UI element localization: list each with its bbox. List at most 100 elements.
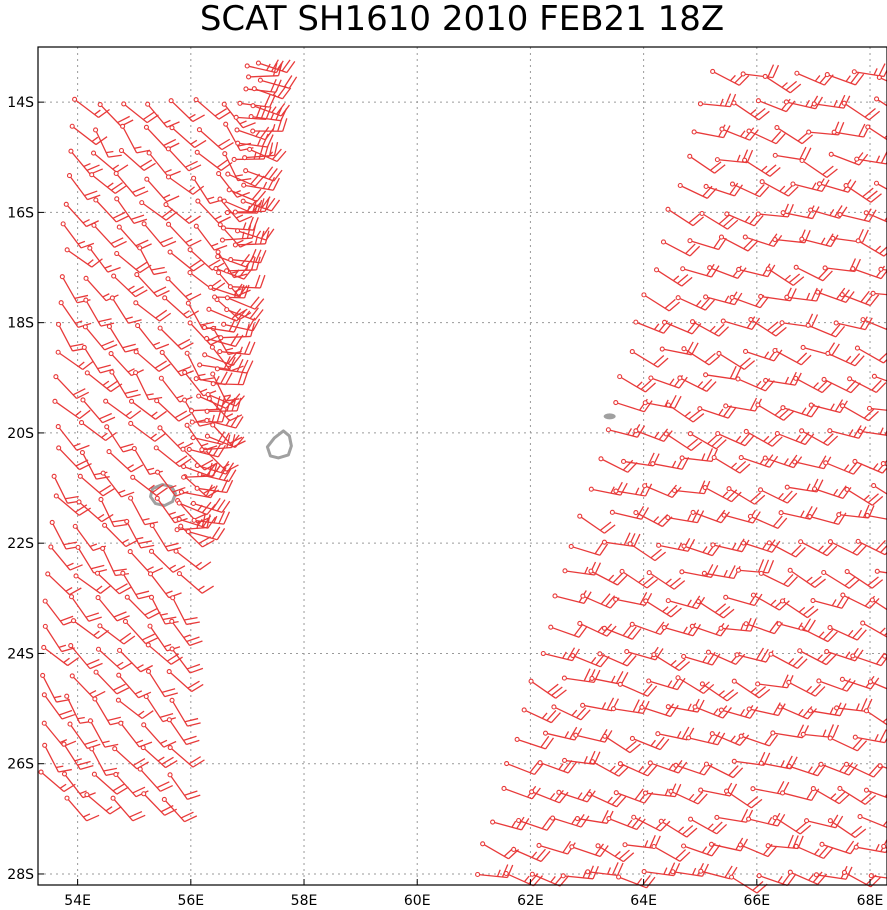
wind-barb [190,497,231,514]
wind-barb [165,221,202,247]
wind-barb [577,513,616,534]
wind-barb [833,316,873,331]
x-tick-label: 66E [743,893,770,909]
wind-barb [66,173,101,201]
y-tick-label: 28S [7,867,34,883]
wind-barb [232,198,270,215]
wind-barb [880,461,887,467]
wind-barb [109,295,142,324]
wind-barb [586,791,627,808]
wind-barb [540,647,580,662]
wind-barb [210,371,249,387]
wind-barb [786,679,826,697]
wind-barb [64,795,100,822]
wind-barb [689,622,730,637]
wind-barb [542,726,583,741]
wind-barb [844,569,884,589]
wind-barb [830,228,869,243]
wind-barb [675,675,715,694]
wind-barb [70,618,109,640]
wind-barb [95,595,130,622]
wind-barb [758,570,798,588]
wind-barb [104,424,137,453]
wind-barb [570,652,610,668]
wind-barb [145,101,180,128]
wind-barb [169,125,207,149]
wind-barb [243,166,283,182]
wind-barb [528,678,567,699]
wind-barb [100,545,130,577]
wind-barb [816,678,856,692]
wind-barb [204,397,242,414]
wind-barb [653,267,693,287]
wind-barb [176,571,214,594]
wind-barb [232,230,270,248]
wind-barb [63,201,99,228]
wind-barb [556,788,596,803]
wind-barb [699,210,739,230]
wind-barb [137,766,173,792]
wind-barb [244,59,284,74]
wind-barb [772,815,812,835]
wind-barb [602,733,641,754]
wind-barb [217,341,256,356]
wind-barb [679,448,718,463]
wind-barb [665,206,704,227]
wind-barb [237,93,276,108]
wind-barb [595,843,635,863]
wind-barb [212,284,250,300]
wind-barb [145,668,178,698]
wind-barb [703,182,743,197]
y-tick-label: 22S [7,536,34,552]
wind-barb [114,250,152,274]
wind-barb [168,98,205,123]
wind-barb [53,374,90,399]
wind-barb [133,300,172,322]
wind-barb [808,205,848,219]
wind-barb [95,646,133,670]
wind-barb [73,573,112,594]
wind-barb [173,548,212,571]
wind-barb [740,539,781,553]
wind-barb [568,542,609,556]
wind-barb [711,454,751,474]
wind-barb [166,668,204,693]
wind-barb [165,146,202,172]
wind-barb [772,347,812,366]
wind-barb [106,449,144,473]
wind-barb [83,297,115,327]
wind-barb [167,744,205,768]
wind-barb [797,648,837,666]
wind-barb [51,473,81,504]
wind-barb [827,539,868,556]
wind-barb [731,751,771,766]
wind-barb [874,568,887,574]
wind-barb [197,467,237,483]
wind-barb [111,273,148,298]
wind-barb [121,101,159,124]
x-tick-label: 60E [404,893,431,909]
wind-barb [503,870,544,887]
wind-barb [157,325,194,350]
x-tick-label: 62E [517,893,544,909]
wind-barb [128,495,159,526]
wind-barb [825,350,865,367]
wind-barb [695,598,735,619]
wind-barb [807,511,847,525]
wind-barb [718,617,757,632]
wind-barb [257,75,298,89]
wind-barb [871,483,887,495]
y-tick-label: 24S [7,646,34,662]
wind-barb [38,769,76,793]
wind-barb [58,300,92,329]
wind-barb [194,479,234,494]
wind-barb [750,592,790,611]
wind-barb [194,460,235,475]
wind-barb [609,506,650,520]
wind-barb [514,735,555,750]
wind-barb [144,176,180,203]
wind-barb [633,428,673,442]
wind-barb [580,593,620,609]
wind-barb [242,141,279,161]
wind-barb [877,763,887,769]
